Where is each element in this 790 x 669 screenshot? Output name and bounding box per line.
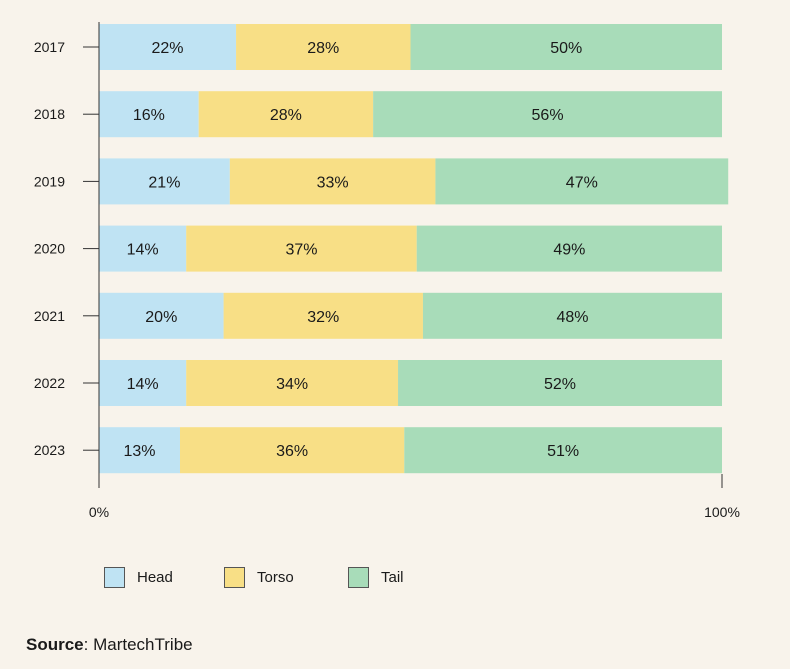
- data-label-head-2020: 14%: [127, 242, 159, 259]
- y-tick-label-2020: 2020: [34, 241, 65, 257]
- data-label-torso-2019: 33%: [317, 174, 349, 191]
- data-label-torso-2018: 28%: [270, 107, 302, 124]
- data-label-head-2021: 20%: [145, 309, 177, 326]
- legend-item-head: Head: [104, 567, 224, 588]
- y-tick-label-2017: 2017: [34, 39, 65, 55]
- legend-label-tail: Tail: [381, 569, 404, 586]
- legend-label-head: Head: [137, 569, 173, 586]
- data-label-head-2022: 14%: [127, 376, 159, 393]
- y-tick-label-2021: 2021: [34, 308, 65, 324]
- data-label-head-2019: 21%: [148, 174, 180, 191]
- bar-torso-2021: [223, 292, 423, 339]
- legend-item-tail: Tail: [348, 567, 468, 588]
- legend-label-torso: Torso: [257, 569, 294, 586]
- data-label-tail-2018: 56%: [532, 107, 564, 124]
- bar-tail-2022: [398, 360, 722, 406]
- source-label: Source: [26, 635, 84, 654]
- y-tick-label-2023: 2023: [34, 442, 65, 458]
- data-label-head-2017: 22%: [152, 40, 184, 57]
- x-tick-label-0: 0%: [89, 504, 109, 520]
- data-label-tail-2022: 52%: [544, 376, 576, 393]
- x-tick-label-100: 100%: [704, 504, 740, 520]
- y-tick-label-2022: 2022: [34, 375, 65, 391]
- bar-torso-2018: [198, 91, 374, 138]
- bar-head-2019: [99, 158, 230, 205]
- data-label-torso-2020: 37%: [285, 242, 317, 259]
- y-tick-label-2018: 2018: [34, 106, 65, 122]
- bar-tail-2020: [416, 225, 722, 272]
- bar-head-2017: [99, 24, 237, 70]
- data-label-tail-2021: 48%: [556, 309, 588, 326]
- bar-head-2022: [99, 360, 187, 406]
- legend: Head Torso Tail: [104, 567, 468, 588]
- bar-tail-2023: [404, 427, 722, 474]
- bar-torso-2023: [179, 427, 405, 474]
- bar-tail-2021: [422, 292, 722, 339]
- bar-head-2021: [99, 292, 224, 339]
- data-label-torso-2023: 36%: [276, 443, 308, 460]
- data-label-torso-2021: 32%: [307, 309, 339, 326]
- bar-torso-2020: [186, 225, 417, 272]
- bar-head-2020: [99, 225, 187, 272]
- bar-torso-2019: [229, 158, 436, 205]
- y-tick-label-2019: 2019: [34, 173, 65, 189]
- data-label-torso-2017: 28%: [307, 40, 339, 57]
- bar-head-2018: [99, 91, 199, 138]
- bar-tail-2017: [410, 24, 722, 70]
- data-label-head-2023: 13%: [123, 443, 155, 460]
- bar-head-2023: [99, 427, 180, 474]
- legend-swatch-torso: [224, 567, 245, 588]
- bar-torso-2017: [236, 24, 411, 70]
- data-label-tail-2023: 51%: [547, 443, 579, 460]
- data-label-tail-2019: 47%: [566, 174, 598, 191]
- source-note: Source: MartechTribe: [26, 635, 193, 655]
- data-label-tail-2017: 50%: [550, 40, 582, 57]
- bar-tail-2019: [435, 158, 729, 205]
- data-label-torso-2022: 34%: [276, 376, 308, 393]
- stacked-bar-chart: 2017 22% 28% 50% 2018 16% 28% 56% 2019 21% 33% 47% 2…: [34, 22, 740, 520]
- bar-tail-2018: [373, 91, 722, 138]
- data-label-tail-2020: 49%: [553, 242, 585, 259]
- data-label-head-2018: 16%: [133, 107, 165, 124]
- legend-item-torso: Torso: [224, 567, 348, 588]
- bar-torso-2022: [186, 360, 399, 406]
- legend-swatch-head: [104, 567, 125, 588]
- source-text: : MartechTribe: [83, 635, 193, 654]
- legend-swatch-tail: [348, 567, 369, 588]
